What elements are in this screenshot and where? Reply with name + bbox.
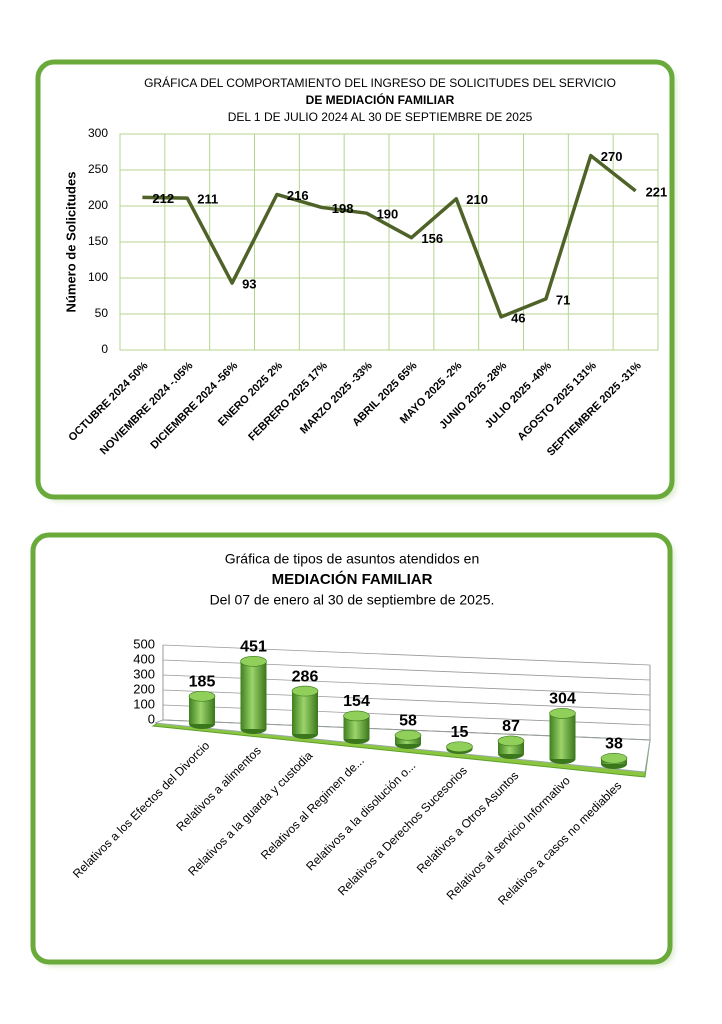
chart-subtitle: MEDIACIÓN FAMILIAR: [272, 570, 433, 588]
data-label: 270: [601, 149, 623, 164]
data-label: 58: [399, 713, 417, 730]
bar: [549, 713, 576, 759]
bar: [343, 715, 370, 739]
data-label: 156: [421, 231, 443, 246]
bar-top: [549, 708, 576, 719]
y-tick-label: 250: [88, 162, 108, 176]
bar-top: [497, 735, 525, 747]
y-tick-label: 300: [133, 666, 155, 681]
data-label: 15: [451, 724, 469, 741]
chart-subtitle: DE MEDIACIÓN FAMILIAR: [306, 92, 455, 107]
data-label: 198: [332, 201, 354, 216]
bar-top: [240, 656, 267, 667]
bar-top: [600, 752, 628, 764]
data-line: [142, 153, 637, 319]
bar: [292, 691, 318, 734]
data-label: 212: [152, 191, 174, 206]
bar: [240, 661, 267, 729]
data-label: 71: [556, 292, 570, 307]
data-label: 210: [466, 192, 488, 207]
y-tick-label: 400: [133, 651, 155, 666]
chart-date-range: DEL 1 DE JULIO 2024 AL 30 DE SEPTIEMBRE …: [228, 110, 533, 124]
y-tick-label: 100: [133, 696, 155, 711]
y-tick-label: 200: [133, 681, 155, 696]
data-label: 38: [605, 736, 623, 753]
y-tick-label: 0: [148, 711, 155, 726]
chart-title: GRÁFICA DEL COMPORTAMIENTO DEL INGRESO D…: [144, 75, 616, 90]
y-tick-label: 100: [88, 270, 108, 284]
data-label: 154: [343, 693, 370, 710]
bar-top: [343, 710, 370, 722]
grid-line: [162, 644, 651, 666]
chart-date-range: Del 07 de enero al 30 de septiembre de 2…: [210, 592, 495, 608]
y-tick-label: 150: [88, 234, 108, 248]
y-axis-title: Número de Solicitudes: [63, 172, 78, 313]
data-label: 93: [242, 276, 256, 291]
data-label: 185: [189, 673, 216, 690]
data-label: 216: [287, 188, 309, 203]
data-label: 190: [377, 207, 399, 222]
y-tick-label: 200: [88, 198, 108, 212]
bar-top: [394, 729, 422, 741]
data-label: 304: [549, 691, 576, 708]
chart-title: Gráfica de tipos de asuntos atendidos en: [225, 551, 480, 567]
y-tick-label: 500: [133, 636, 155, 651]
y-tick-label: 0: [101, 342, 108, 356]
data-label: 221: [646, 184, 668, 199]
bar-top: [188, 690, 216, 702]
data-label: 211: [197, 192, 218, 207]
data-label: 286: [292, 668, 319, 685]
bar-top: [291, 685, 319, 697]
bar-top: [446, 741, 473, 753]
y-tick-label: 50: [95, 306, 109, 320]
data-label: 451: [240, 639, 267, 656]
y-tick-label: 300: [88, 126, 108, 140]
chart-box: [30, 532, 673, 965]
data-label: 46: [511, 310, 525, 325]
data-label: 87: [502, 718, 520, 735]
